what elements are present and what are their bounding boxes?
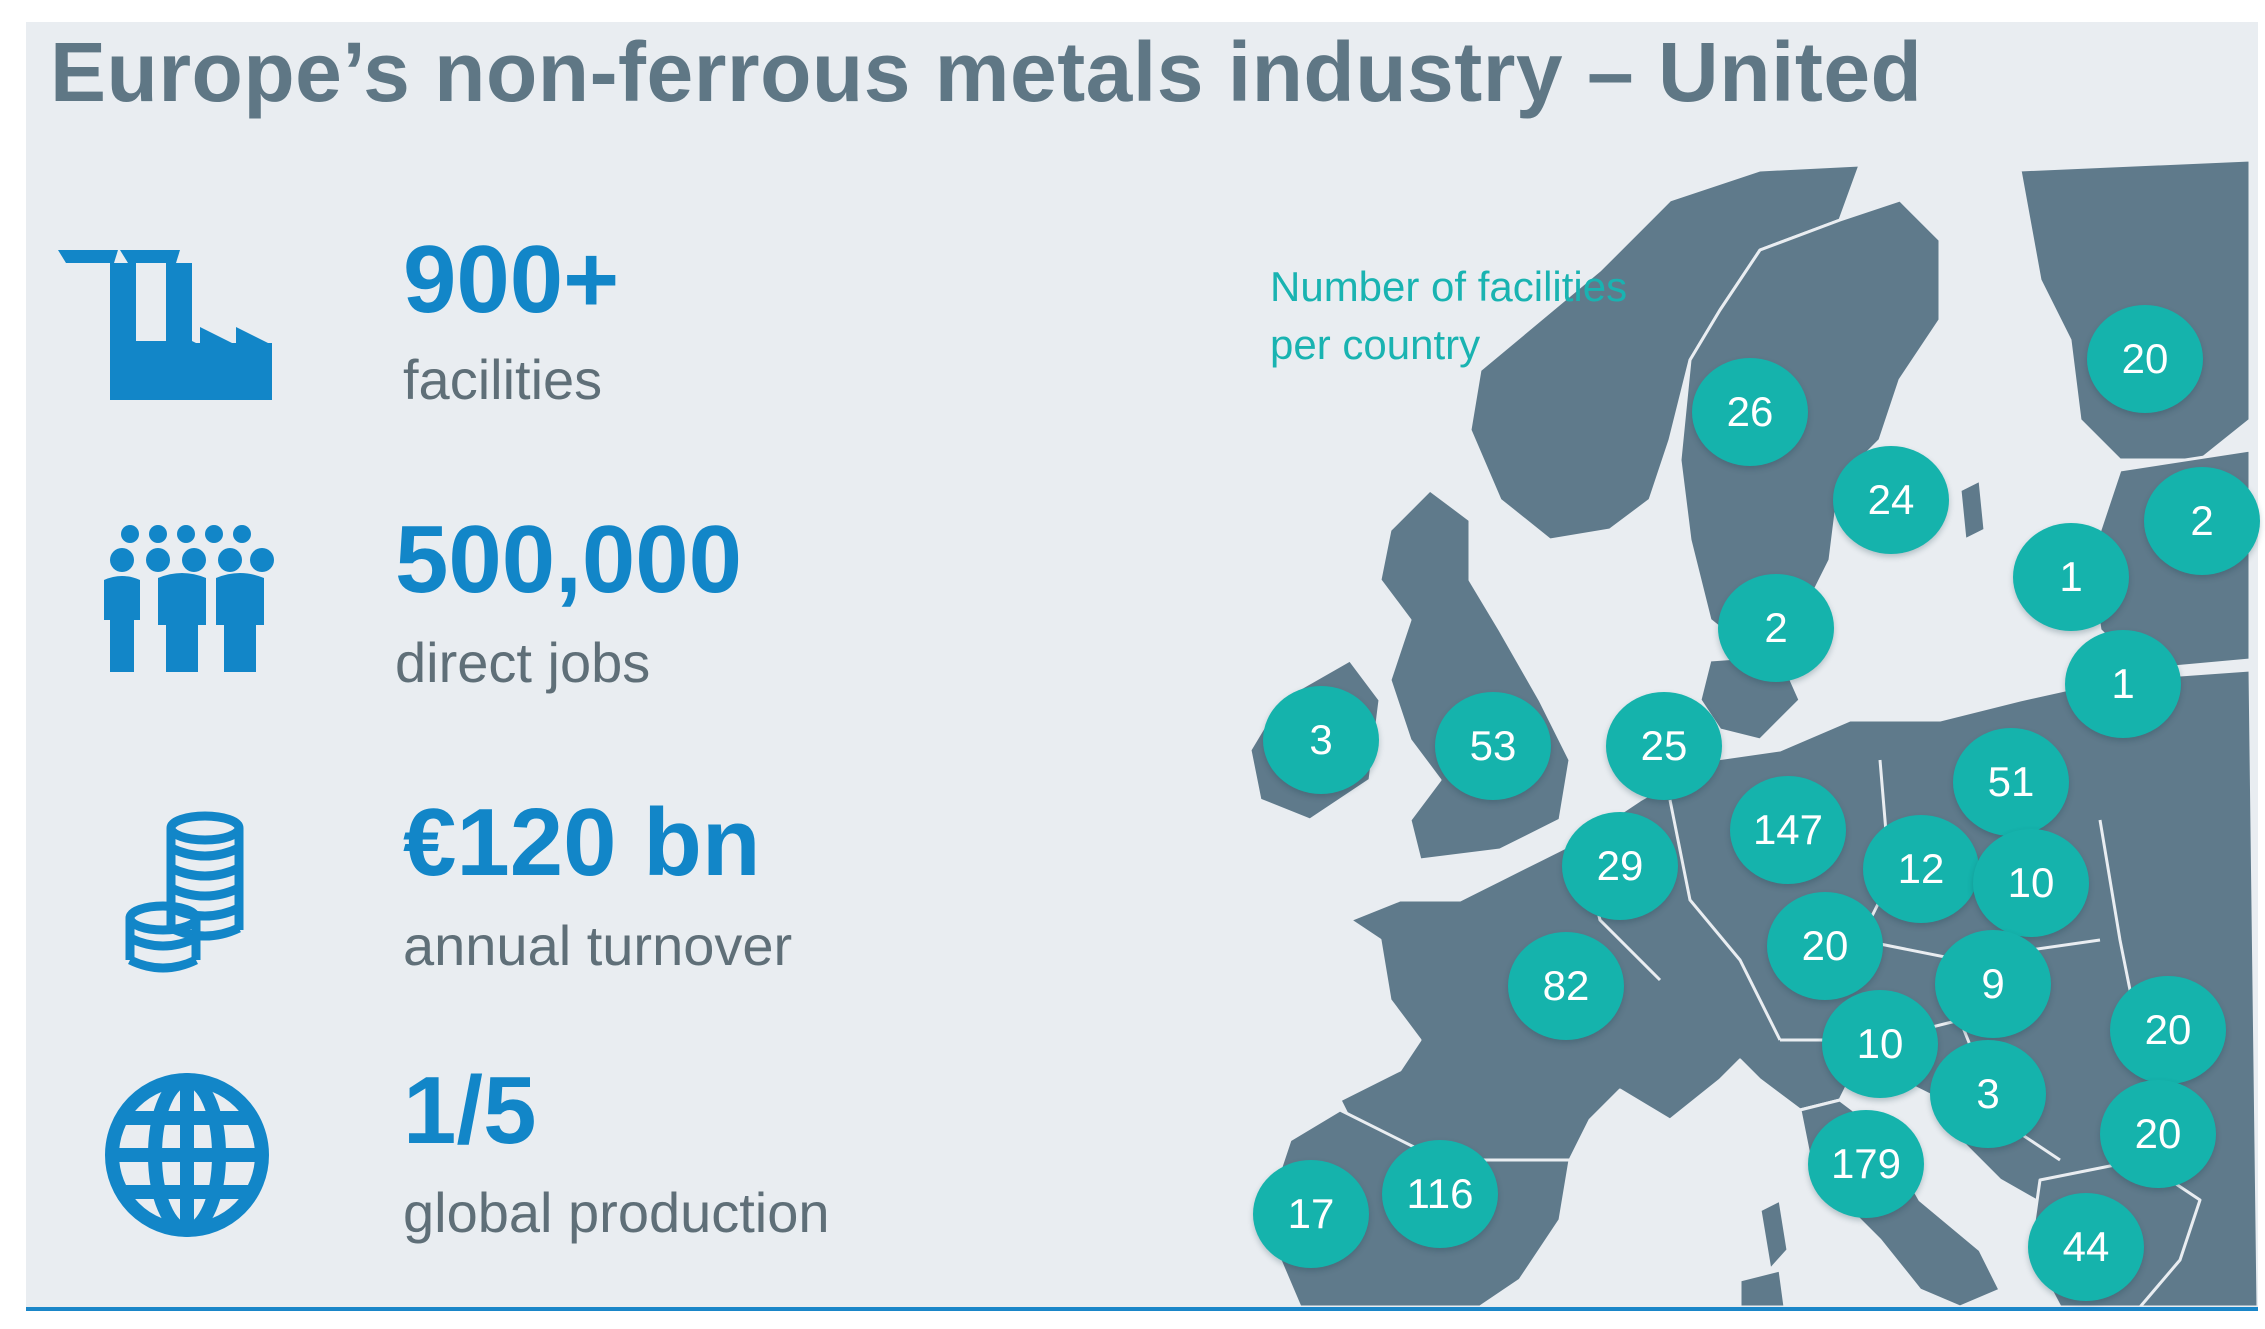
bubble-greece: 44 [2028, 1193, 2144, 1301]
bubble-france: 82 [1508, 932, 1624, 1040]
bubble-poland: 51 [1953, 728, 2069, 836]
bubble-croatia: 3 [1930, 1040, 2046, 1148]
bubble-portugal: 17 [1253, 1160, 1369, 1268]
bubble-hungary: 9 [1935, 930, 2051, 1038]
map-gotland [1958, 478, 1987, 542]
map-legend: Number of facilities per country [1270, 258, 1627, 374]
bubble-czechia: 12 [1863, 815, 1979, 923]
map-norway [1468, 163, 1862, 542]
bubble-spain: 116 [1382, 1140, 1498, 1248]
bubble-sweden: 24 [1833, 446, 1949, 554]
bubble-slovakia: 10 [1973, 829, 2089, 937]
bubble-italy: 179 [1808, 1110, 1924, 1218]
bubble-bulgaria: 20 [2100, 1080, 2216, 1188]
jobs-label: direct jobs [395, 631, 651, 694]
bubble-uk: 53 [1435, 692, 1551, 800]
factory-icon [58, 250, 272, 400]
bubble-belgium: 29 [1562, 812, 1678, 920]
bubble-lithuania: 1 [2065, 630, 2181, 738]
map-legend-line2: per country [1270, 321, 1481, 368]
bubble-denmark: 2 [1718, 574, 1834, 682]
map-corsica [1758, 1198, 1790, 1272]
jobs-value: 500,000 [395, 506, 743, 613]
bubble-estonia: 2 [2144, 467, 2260, 575]
people-icon [104, 525, 274, 672]
production-value: 1/5 [403, 1057, 537, 1164]
turnover-value: €120 bn [403, 789, 761, 896]
bubble-ireland: 3 [1263, 686, 1379, 794]
globe-icon [105, 1073, 269, 1237]
bubble-romania: 20 [2110, 976, 2226, 1084]
map-sardinia [1738, 1268, 1787, 1307]
bubble-switzerland: 20 [1767, 892, 1883, 1000]
bubble-latvia: 1 [2013, 523, 2129, 631]
map-uk [1378, 488, 1572, 862]
bubble-norway: 26 [1692, 358, 1808, 466]
bottom-rule [26, 1307, 2258, 1311]
bubble-germany: 147 [1730, 776, 1846, 884]
production-label: global production [403, 1181, 830, 1244]
facilities-label: facilities [403, 348, 603, 411]
bubble-netherlands: 25 [1606, 692, 1722, 800]
infographic-title: Europe’s non-ferrous metals industry – U… [50, 25, 1923, 119]
turnover-label: annual turnover [403, 914, 793, 977]
map-legend-line1: Number of facilities [1270, 263, 1628, 310]
bubble-finland: 20 [2087, 305, 2203, 413]
bubble-slovenia: 10 [1822, 990, 1938, 1098]
coins-icon [125, 811, 244, 973]
facilities-value: 900+ [403, 226, 620, 333]
